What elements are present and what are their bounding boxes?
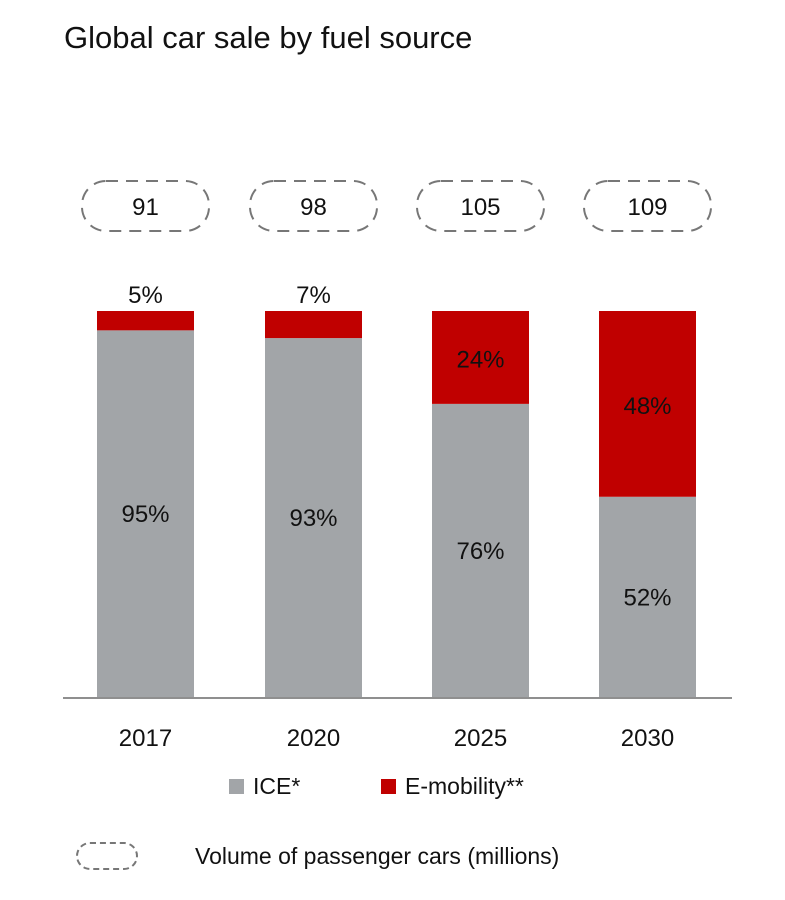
ice-percentage-label-2020: 93%: [289, 505, 337, 532]
e-mobility-percentage-label-2017: 5%: [128, 282, 163, 309]
ice-color-swatch: [229, 778, 244, 794]
ice-percentage-label-2030: 52%: [623, 584, 671, 611]
ice-percentage-label-2025: 76%: [456, 538, 504, 565]
e-mobility-percentage-label-2020: 7%: [296, 282, 331, 309]
legend-ice: ICE*: [229, 769, 300, 803]
e-mobility-bar-2017: [97, 311, 194, 331]
volume-value-label-2030: 109: [627, 194, 667, 221]
volume-legend-label: Volume of passenger cars (millions): [195, 843, 560, 869]
ice-bar-2030: [599, 496, 696, 698]
x-axis-label-2030: 2030: [621, 725, 674, 752]
ice-percentage-label-2017: 95%: [121, 501, 169, 528]
x-axis-label-2020: 2020: [287, 725, 340, 752]
e-mobility-bar-2020: [265, 311, 362, 339]
ice-bar-2020: [265, 338, 362, 698]
volume-value-label-2020: 98: [300, 194, 327, 221]
x-axis-label-2025: 2025: [454, 725, 507, 752]
ice-bar-2017: [97, 330, 194, 698]
ice-bar-2025: [432, 403, 529, 698]
e-mobility-percentage-label-2030: 48%: [623, 393, 671, 420]
volume-legend: Volume of passenger cars (millions): [76, 836, 716, 876]
legend-e-mobility: E-mobility**: [381, 769, 524, 803]
e-mobility-color-swatch: [381, 778, 396, 794]
volume-value-label-2017: 91: [132, 194, 159, 221]
e-mobility-bar-2030: [599, 311, 696, 497]
e-mobility-bar-2025: [432, 311, 529, 404]
chart-title: Global car sale by fuel source: [64, 20, 473, 55]
legend-ice-label: ICE*: [253, 773, 301, 799]
volume-value-label-2025: 105: [460, 194, 500, 221]
e-mobility-percentage-label-2025: 24%: [456, 346, 504, 373]
dashed-volume-badge-icon: [76, 842, 138, 870]
legend-e-mobility-label: E-mobility**: [405, 773, 524, 799]
x-axis-label-2017: 2017: [119, 725, 172, 752]
